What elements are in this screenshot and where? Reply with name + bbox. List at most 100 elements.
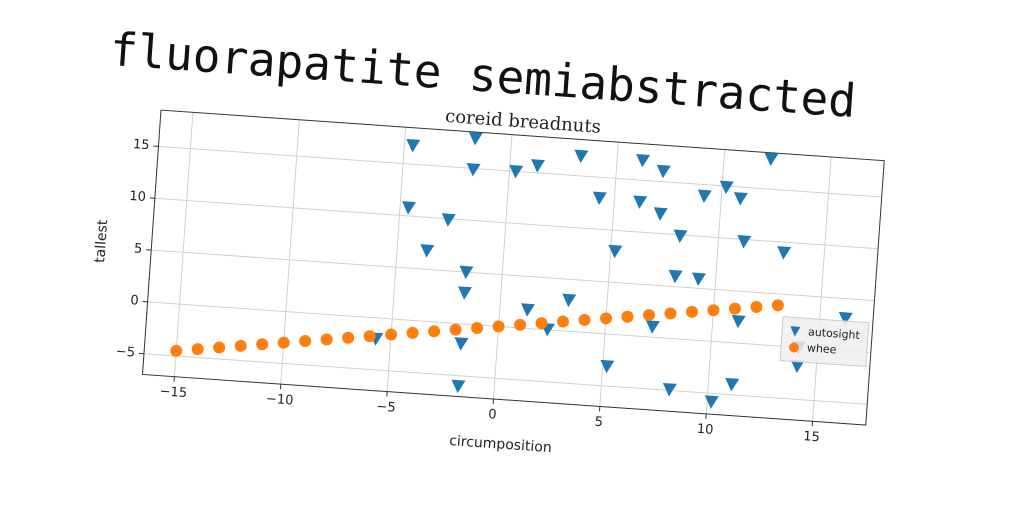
data-point — [428, 325, 441, 338]
grid-line — [154, 197, 879, 250]
data-point — [420, 244, 435, 258]
data-point — [466, 162, 481, 177]
data-point — [764, 152, 779, 166]
y-tick-label: 10 — [129, 189, 147, 205]
grid-line — [173, 112, 194, 377]
data-point — [707, 304, 720, 317]
data-point — [492, 320, 505, 333]
chart-title: coreid breadnuts — [445, 106, 602, 138]
grid-line — [143, 353, 868, 405]
data-point — [592, 191, 607, 206]
data-point — [737, 235, 752, 249]
data-point — [578, 313, 591, 326]
data-point — [691, 272, 706, 286]
plot-group: coreid breadnuts circumposition tallest … — [92, 106, 885, 456]
y-axis-label: tallest — [92, 219, 111, 264]
data-point — [191, 343, 204, 356]
data-point — [557, 315, 570, 328]
y-tick-label: 15 — [132, 137, 150, 153]
data-point — [320, 333, 333, 346]
legend-marker — [790, 326, 801, 337]
data-point — [509, 164, 524, 179]
legend-label: autosight — [808, 325, 861, 342]
data-point — [771, 299, 784, 312]
data-point — [750, 300, 763, 313]
x-axis-label: circumposition — [449, 433, 553, 456]
x-tick-label: −10 — [265, 392, 293, 409]
data-point — [458, 286, 472, 300]
data-point — [514, 318, 527, 331]
data-point — [728, 302, 741, 315]
data-point — [633, 195, 648, 209]
grid-line — [812, 156, 832, 422]
data-point — [656, 164, 671, 179]
data-point — [406, 138, 421, 153]
data-point — [600, 359, 615, 374]
grid-line — [386, 127, 407, 392]
x-tick-label: 10 — [696, 422, 714, 438]
y-tick-label: 0 — [130, 293, 139, 309]
grid-line — [158, 145, 882, 198]
y-tick-label: 5 — [133, 241, 142, 257]
data-point — [441, 213, 456, 227]
data-point — [342, 331, 355, 344]
x-tick-label: −5 — [376, 399, 396, 415]
data-point — [664, 307, 677, 320]
data-point — [642, 309, 655, 322]
grid-line — [147, 301, 871, 353]
grid-line — [492, 134, 513, 400]
data-point — [471, 322, 484, 335]
data-point — [574, 149, 589, 164]
data-point — [277, 336, 290, 349]
data-point — [468, 131, 483, 146]
data-point — [451, 379, 466, 394]
data-point — [562, 293, 577, 308]
data-point — [636, 153, 651, 168]
x-tick-label: −15 — [159, 384, 187, 401]
data-point — [234, 339, 247, 352]
legend-box — [779, 316, 870, 368]
data-point — [653, 207, 668, 221]
data-point — [299, 335, 312, 348]
data-point — [790, 359, 805, 374]
data-point — [685, 305, 698, 318]
data-point — [531, 159, 546, 173]
legend-label: whee — [807, 341, 838, 356]
x-tick-label: 5 — [594, 415, 603, 431]
legend-marker — [788, 342, 799, 353]
data-point — [704, 395, 719, 409]
data-point — [662, 382, 677, 397]
x-tick-label: 0 — [488, 407, 497, 423]
data-point — [363, 330, 376, 343]
data-point — [449, 323, 462, 336]
data-point — [725, 377, 740, 392]
data-point — [719, 180, 734, 195]
data-point — [520, 303, 535, 317]
data-point — [385, 328, 398, 341]
data-point — [668, 269, 683, 284]
data-point — [600, 312, 613, 325]
data-point — [401, 201, 416, 215]
grid-line — [151, 249, 875, 302]
data-point — [535, 317, 548, 330]
data-point — [256, 338, 269, 351]
data-point — [213, 341, 226, 354]
data-point — [697, 189, 712, 203]
data-point — [454, 337, 469, 351]
data-point — [459, 265, 474, 280]
x-tick-label: 15 — [803, 429, 821, 445]
data-point — [645, 320, 660, 334]
grid-line — [705, 149, 726, 414]
data-point — [731, 314, 746, 329]
plot-frame — [141, 109, 885, 426]
data-point — [406, 326, 419, 339]
data-point — [621, 310, 634, 323]
data-point — [608, 244, 623, 259]
data-point — [170, 344, 183, 357]
data-point — [733, 192, 748, 206]
data-point — [673, 229, 688, 243]
y-tick-label: −5 — [115, 344, 135, 360]
data-point — [838, 311, 853, 326]
